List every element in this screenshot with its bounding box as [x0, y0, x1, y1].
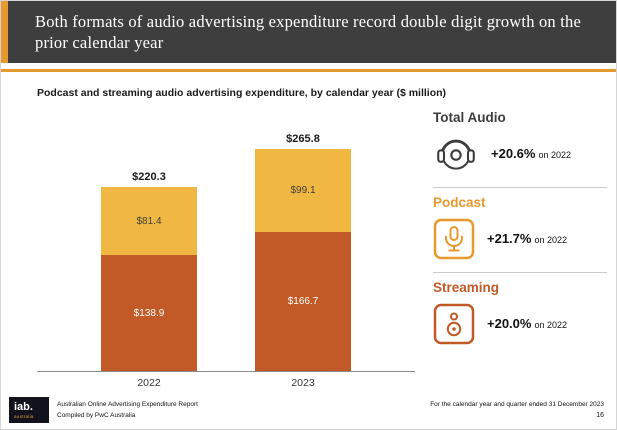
stat-streaming: Streaming +20.0% on 2022	[433, 272, 607, 357]
stat-suffix: on 2022	[538, 150, 571, 160]
stat-label-total-audio: Total Audio	[433, 110, 506, 125]
footer-period-note: For the calendar year and quarter ended …	[430, 401, 604, 408]
stat-figure: +21.7% on 2022	[487, 230, 567, 248]
bar-segment-podcast: $81.4	[101, 187, 197, 255]
headphones-icon	[433, 133, 479, 175]
x-axis-labels: 2022 2023	[37, 377, 415, 389]
page-number: 16	[596, 412, 604, 419]
iab-logo-sub: australia	[14, 413, 34, 419]
footer-report-info: Australian Online Advertising Expenditur…	[57, 399, 198, 421]
bar-segment-podcast: $99.1	[255, 149, 351, 232]
x-axis-label: 2022	[137, 377, 161, 389]
stat-figure: +20.0% on 2022	[487, 315, 567, 333]
microphone-icon	[433, 218, 475, 260]
footer-right: For the calendar year and quarter ended …	[430, 401, 604, 419]
stat-suffix: on 2022	[534, 320, 567, 330]
stat-figure: +20.6% on 2022	[491, 145, 571, 163]
header-accent-bar	[1, 1, 8, 63]
x-axis-line	[37, 371, 415, 372]
bar-total-label: $265.8	[286, 133, 320, 146]
stat-total-audio: Total Audio +20.6% on 2022	[433, 103, 607, 187]
stat-podcast: Podcast +21.7% on 2022	[433, 187, 607, 272]
stat-value-streaming: +20.0%	[487, 316, 532, 331]
iab-logo: iab. australia	[9, 397, 49, 423]
bar-total-label: $220.3	[132, 171, 166, 183]
slide-footer: iab. australia Australian Online Adverti…	[1, 393, 616, 429]
bars-container: $220.3 $81.4 $138.9 $265.8 $99.1 $166.7	[37, 113, 415, 371]
chart-title: Podcast and streaming audio advertising …	[37, 87, 447, 99]
iab-logo-text: iab.	[14, 401, 33, 414]
stat-value-total-audio: +20.6%	[491, 146, 536, 161]
stats-panel: Total Audio +20.6% on 2022 Podcast	[433, 103, 607, 357]
bar-column-2023: $265.8 $99.1 $166.7	[255, 133, 351, 371]
footer-compiled-by: Compiled by PwC Australia	[57, 412, 136, 419]
orange-divider	[1, 69, 616, 72]
bar-stack: $81.4 $138.9	[101, 187, 197, 371]
stat-value-podcast: +21.7%	[487, 231, 532, 246]
slide-title: Both formats of audio advertising expend…	[35, 11, 581, 52]
stat-suffix: on 2022	[534, 235, 567, 245]
stat-label-streaming: Streaming	[433, 280, 500, 295]
x-axis-label: 2023	[291, 377, 315, 389]
speaker-icon	[433, 303, 475, 345]
stat-label-podcast: Podcast	[433, 195, 486, 210]
slide-header: Both formats of audio advertising expend…	[1, 1, 616, 63]
stacked-bar-chart: $220.3 $81.4 $138.9 $265.8 $99.1 $166.7 2022 2…	[37, 113, 415, 389]
footer-report-title: Australian Online Advertising Expenditur…	[57, 400, 198, 408]
bar-stack: $99.1 $166.7	[255, 149, 351, 371]
bar-segment-streaming: $138.9	[101, 255, 197, 371]
bar-segment-streaming: $166.7	[255, 231, 351, 371]
bar-column-2022: $220.3 $81.4 $138.9	[101, 171, 197, 371]
